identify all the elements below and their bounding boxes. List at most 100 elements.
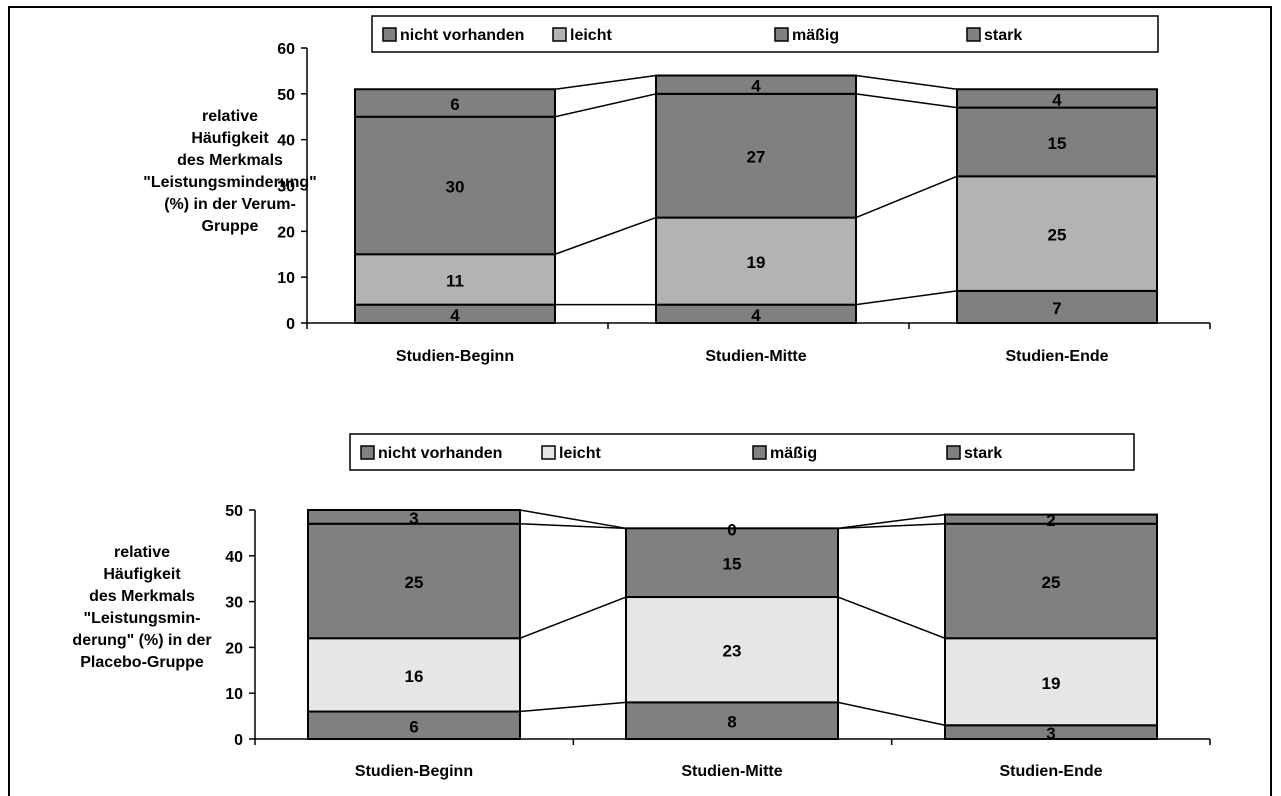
chart-2-legend-swatch (541, 445, 556, 460)
chart-1-y-tick-label: 50 (277, 87, 295, 104)
chart-2-y-axis-label-line: "Leistungsmin- (83, 610, 201, 627)
chart-1-series-connector (855, 175, 958, 219)
chart-2-bar-segment (944, 522, 1158, 640)
chart-1-series-connector (554, 216, 657, 255)
chart-2-data-label: 23 (723, 642, 742, 661)
chart-2-bar-segment (307, 710, 521, 741)
chart-2-bar-segment (625, 701, 839, 740)
chart-2-bar-segment (625, 596, 839, 704)
chart-2-data-label: 15 (723, 555, 742, 574)
chart-2-bar-segment (307, 509, 521, 525)
chart-2-y-tick-label: 0 (234, 732, 243, 749)
chart-1-legend-entry: leicht (570, 27, 612, 44)
chart-1-bar-segment (354, 88, 556, 118)
chart-1-legend-entry: mäßig (792, 27, 839, 44)
chart-1-series-connector (855, 290, 958, 306)
chart-2-y-tick-label: 20 (225, 640, 243, 657)
chart-2-y-axis-label-line: Placebo-Gruppe (80, 654, 204, 671)
chart-1-y-tick-label: 30 (277, 179, 295, 196)
chart-1-data-label: 30 (446, 178, 465, 197)
chart-1-series-connector (855, 93, 958, 109)
chart-1-y-axis-label-line: (%) in der Verum- (164, 196, 296, 213)
chart-1-series-connector (554, 74, 657, 90)
chart-2-series-connector (519, 701, 627, 713)
chart-2-data-label: 19 (1042, 674, 1061, 693)
chart-2-legend-entry: leicht (559, 445, 601, 462)
chart-2-series-connector (837, 701, 946, 726)
chart-2-legend-swatch (360, 445, 375, 460)
chart-2-y-axis-label-line: Häufigkeit (103, 566, 181, 583)
chart-1-x-tick-label: Studien-Mitte (705, 348, 806, 365)
chart-2-legend-entry: stark (964, 445, 1002, 462)
chart-2-series-connector (837, 522, 946, 530)
chart-2-bar-segment (307, 637, 521, 713)
chart-2-y-tick-label: 30 (225, 595, 243, 612)
chart-2-y-tick-label: 10 (225, 686, 243, 703)
chart-2-bar-segment (625, 527, 839, 599)
chart-1-y-tick-label: 10 (277, 270, 295, 287)
chart-1-y-tick-label: 0 (286, 316, 295, 333)
chart-1-y-tick-label: 60 (277, 41, 295, 58)
chart-1-y-axis-label-line: des Merkmals (177, 152, 283, 169)
chart-2-data-label: 2 (1046, 511, 1055, 530)
chart-1-data-label: 27 (747, 148, 766, 167)
chart-2-series-connector (519, 509, 627, 530)
chart-1-series-connector (554, 93, 657, 118)
chart-1-data-label: 19 (747, 253, 766, 272)
chart-1-legend-entry: stark (984, 27, 1022, 44)
chart-2-y-axis-label-line: derung" (%) in der (72, 632, 212, 649)
chart-2-legend-entry: nicht vorhanden (378, 445, 502, 462)
chart-1-bar-segment (354, 115, 556, 256)
chart-1-y-tick-label: 20 (277, 224, 295, 241)
chart-2-legend-swatch (946, 445, 961, 460)
chart-1-y-axis-label: relative Häufigkeit des Merkmals "Leistungs… (105, 106, 355, 238)
chart-2-y-axis-label: relative Häufigkeit des Merkmals "Leistungs… (32, 542, 252, 674)
chart-1-y-axis-label-line: "Leistungsminderung" (143, 174, 317, 191)
chart-2-y-tick-label: 50 (225, 503, 243, 520)
chart-1-y-tick-label: 40 (277, 133, 295, 150)
chart-2-data-label: 8 (727, 713, 736, 732)
chart-1-data-label: 4 (751, 306, 761, 325)
chart-2-y-axis-label-line: des Merkmals (89, 588, 195, 605)
chart-2-y-tick-label: 40 (225, 549, 243, 566)
chart-2-legend-swatch (752, 445, 767, 460)
chart-2-series-connector (837, 513, 946, 530)
chart-2-y-axis-label-line: relative (113, 544, 171, 561)
chart-2-data-label: 16 (405, 667, 424, 686)
chart-2-data-label: 0 (727, 520, 736, 539)
chart-1-legend-swatch (552, 27, 567, 42)
chart-1-y-axis-label-line: Gruppe (201, 218, 259, 235)
chart-1-data-label: 4 (751, 77, 761, 96)
chart-1-data-label: 6 (450, 95, 459, 114)
chart-1-bar-segment (956, 88, 1158, 109)
chart-2-bar-segment (944, 513, 1158, 525)
chart-1-legend-swatch (774, 27, 789, 42)
chart-2-series-connector (837, 596, 946, 639)
chart-2-data-label: 3 (1046, 724, 1055, 743)
chart-2-x-tick-label: Studien-Ende (999, 763, 1102, 780)
chart-2-legend-entry: mäßig (770, 445, 817, 462)
chart-2-data-label: 3 (409, 509, 418, 528)
chart-2-series-connector (519, 596, 627, 639)
chart-1-bar-segment (655, 216, 857, 306)
chart-1-legend-entry: nicht vorhanden (400, 27, 524, 44)
chart-1-bar-segment (956, 175, 1158, 292)
chart-1-x-tick-label: Studien-Beginn (396, 348, 514, 365)
chart-1-data-label: 7 (1052, 299, 1061, 318)
chart-1-y-axis-label-line: relative (201, 108, 259, 125)
chart-1-data-label: 15 (1048, 134, 1067, 153)
chart-2-data-label: 25 (405, 573, 424, 592)
chart-1-y-axis-label-line: Häufigkeit (191, 130, 269, 147)
chart-1-legend-swatch (966, 27, 981, 42)
chart-2-data-label: 6 (409, 717, 418, 736)
chart-1-series-connector (855, 74, 958, 90)
chart-1-data-label: 11 (446, 271, 464, 290)
chart-2-data-label: 25 (1042, 573, 1061, 592)
chart-1-legend-swatch (382, 27, 397, 42)
chart-2-legend (349, 433, 1135, 471)
chart-1-legend (371, 15, 1159, 53)
chart-2-bar-segment (307, 522, 521, 640)
chart-1-bar-segment (655, 92, 857, 219)
chart-1-bar-segment (956, 289, 1158, 324)
